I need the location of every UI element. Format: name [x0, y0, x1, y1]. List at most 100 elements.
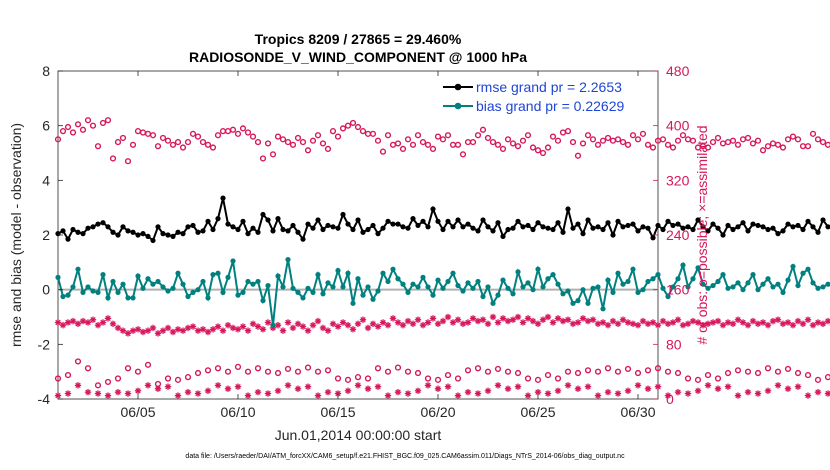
obs-assimilated-marker: [644, 320, 652, 328]
obs-assimilated-marker: [794, 383, 802, 390]
obs-assimilated-stroke: [795, 383, 801, 390]
obs-assimilated-stroke: [505, 386, 511, 392]
rmse-point: [280, 226, 286, 233]
obs-assimilated-marker: [804, 392, 812, 399]
bias-point: [205, 295, 211, 301]
bias-point: [285, 257, 291, 263]
obs-possible-marker: [54, 375, 62, 382]
obs-assimilated-marker: [239, 323, 247, 330]
obs-possible-marker: [639, 130, 647, 137]
obs-assimilated-marker: [534, 320, 542, 328]
bias-point: [170, 285, 176, 291]
obs-possible-marker: [719, 140, 727, 147]
obs-assimilated-marker: [124, 330, 132, 337]
obs-assimilated-marker: [594, 320, 602, 328]
obs-assimilated-marker: [564, 382, 572, 389]
rmse-point: [825, 224, 830, 230]
bias-point: [405, 289, 411, 295]
obs-assimilated-marker: [674, 388, 682, 396]
obs-assimilated-marker: [504, 385, 512, 392]
bias-point: [645, 278, 651, 285]
rmse-point: [210, 226, 216, 233]
bias-point: [120, 281, 126, 287]
bias-point: [590, 285, 596, 291]
obs-assimilated-marker: [684, 320, 692, 328]
obs-possible-marker: [244, 129, 252, 136]
obs-assimilated-stroke: [730, 321, 736, 327]
obs-assimilated-stroke: [660, 318, 666, 324]
bias-point: [750, 272, 756, 278]
bias-point: [625, 278, 631, 285]
rmse-point: [635, 228, 641, 234]
obs-possible-marker: [204, 141, 212, 148]
rmse-point: [780, 228, 786, 234]
obs-assimilated-marker: [409, 320, 417, 328]
bias-point: [660, 285, 666, 291]
obs-assimilated-stroke: [645, 321, 651, 327]
obs-assimilated-stroke: [815, 389, 821, 395]
x-tick-label: 06/30: [620, 404, 655, 420]
obs-assimilated-stroke: [555, 388, 561, 394]
obs-possible-marker: [564, 368, 572, 375]
obs-assimilated-stroke: [800, 321, 806, 327]
obs-assimilated-marker: [354, 320, 362, 328]
obs-assimilated-marker: [319, 324, 327, 332]
obs-assimilated-stroke: [765, 388, 771, 394]
bias-point: [190, 289, 196, 295]
rmse-point: [395, 221, 401, 227]
y-tick-label-left: 6: [42, 118, 50, 134]
obs-assimilated-marker: [634, 322, 642, 329]
y-axis-label-left: rmse and bias (model - observation): [8, 123, 24, 347]
bias-point: [420, 274, 426, 280]
obs-count-layer: [54, 117, 830, 399]
obs-possible-marker: [794, 369, 802, 377]
obs-assimilated-marker: [414, 387, 422, 394]
rmse-point: [95, 221, 101, 227]
obs-assimilated-stroke: [405, 318, 411, 324]
bias-point: [445, 278, 451, 285]
obs-assimilated-marker: [289, 324, 297, 332]
obs-assimilated-marker: [254, 323, 262, 330]
obs-assimilated-stroke: [205, 388, 211, 394]
obs-assimilated-marker: [274, 387, 282, 394]
rmse-point: [185, 224, 191, 230]
obs-assimilated-marker: [244, 327, 252, 334]
obs-assimilated-stroke: [525, 392, 531, 399]
obs-assimilated-stroke: [335, 390, 341, 397]
obs-possible-marker: [349, 119, 357, 127]
obs-possible-marker: [564, 128, 572, 135]
bias-point: [545, 276, 551, 282]
obs-assimilated-stroke: [440, 318, 446, 324]
obs-assimilated-marker: [184, 388, 192, 396]
bias-point: [105, 295, 111, 301]
rmse-point: [365, 226, 371, 233]
obs-assimilated-stroke: [515, 383, 521, 390]
obs-assimilated-stroke: [420, 322, 426, 328]
obs-possible-marker: [159, 134, 167, 142]
obs-possible-marker: [129, 141, 137, 148]
obs-assimilated-marker: [234, 326, 242, 333]
obs-possible-marker: [619, 138, 627, 146]
obs-assimilated-stroke: [285, 382, 291, 389]
bias-point: [395, 276, 401, 282]
bias-point: [415, 284, 421, 290]
obs-assimilated-marker: [589, 316, 597, 323]
obs-possible-marker: [434, 133, 442, 140]
obs-assimilated-stroke: [195, 327, 201, 334]
x-tick-label: 06/25: [520, 404, 555, 420]
rmse-point: [460, 224, 466, 230]
obs-possible-marker: [724, 138, 732, 146]
obs-possible-marker: [669, 144, 677, 151]
obs-possible-marker: [539, 149, 547, 157]
obs-possible-marker: [589, 136, 597, 143]
obs-possible-marker: [554, 375, 562, 382]
obs-possible-marker: [624, 365, 632, 373]
obs-possible-marker: [814, 376, 822, 383]
obs-possible-marker: [374, 365, 382, 372]
obs-assimilated-marker: [744, 322, 752, 329]
obs-assimilated-stroke: [465, 319, 471, 326]
obs-possible-marker: [644, 367, 652, 374]
obs-assimilated-stroke: [785, 319, 791, 326]
obs-assimilated-stroke: [435, 386, 441, 392]
obs-possible-marker: [344, 122, 352, 129]
